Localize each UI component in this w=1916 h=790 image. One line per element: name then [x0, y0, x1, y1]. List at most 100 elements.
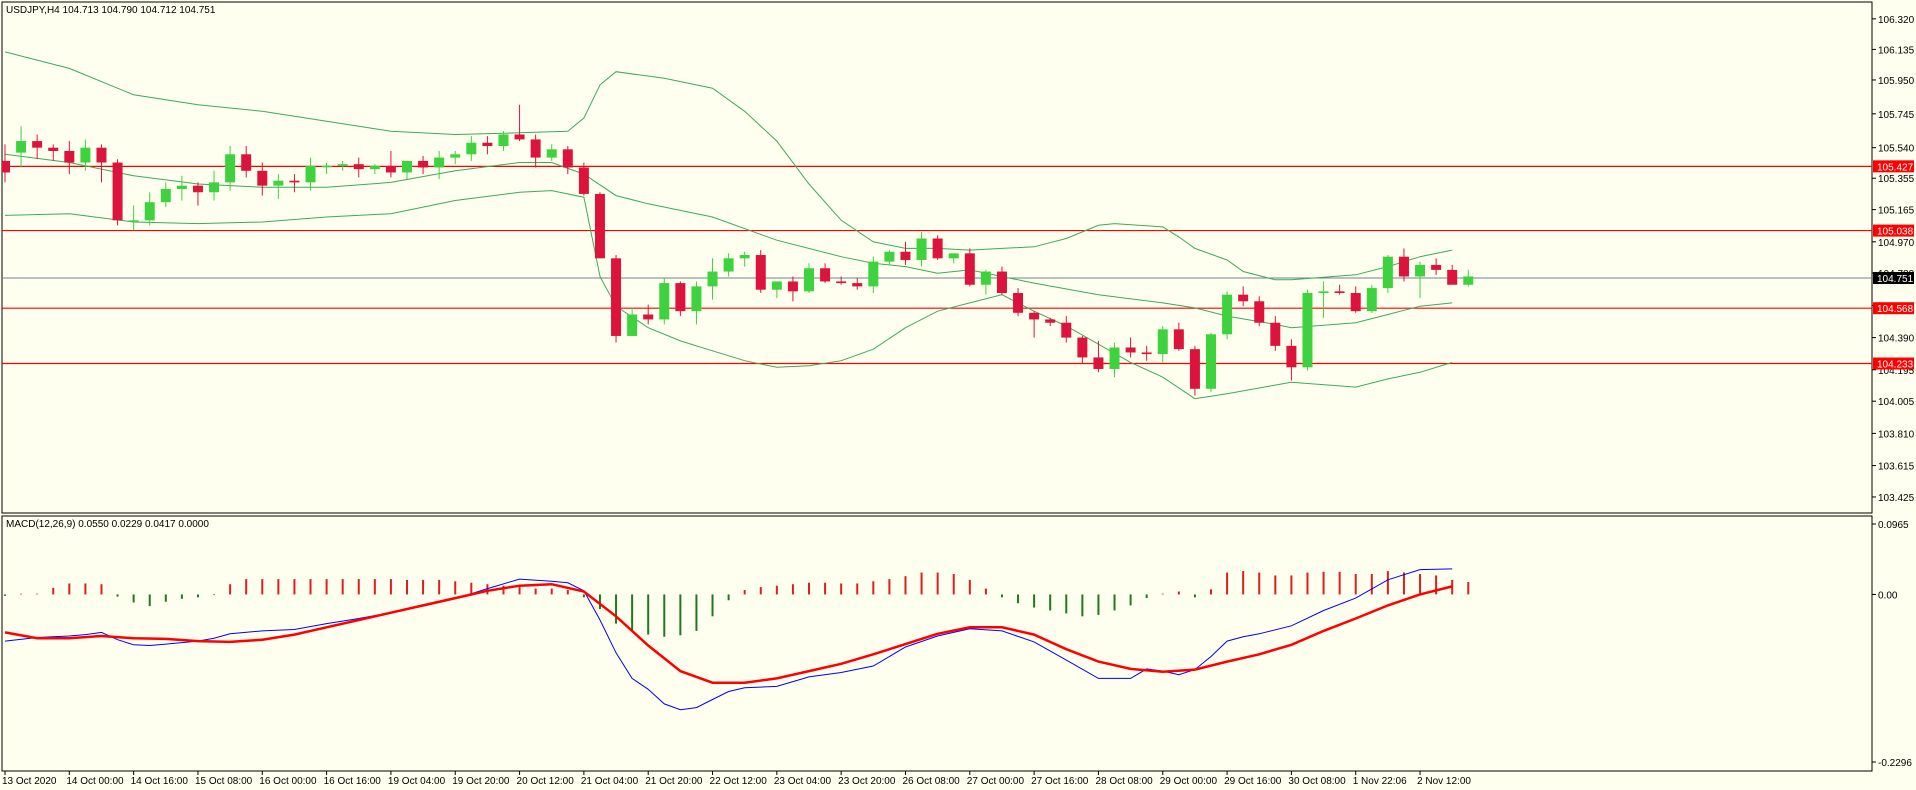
candle-bear [48, 147, 59, 151]
level-label-bg [1873, 160, 1914, 173]
candle-bull [305, 165, 316, 183]
candle-bear [594, 193, 605, 259]
price-tick-label: 105.355 [1878, 174, 1915, 185]
candle-bear [996, 271, 1007, 294]
candle-bull [916, 238, 927, 260]
candle-bull [771, 281, 782, 290]
level-label: 105.038 [1877, 227, 1914, 238]
price-tick-label: 105.165 [1878, 206, 1915, 217]
candle-bear [1013, 293, 1024, 313]
price-tick-label: 105.950 [1878, 76, 1915, 87]
candle-bear [900, 251, 911, 260]
level-label: 104.233 [1877, 360, 1914, 371]
candle-bull [546, 149, 557, 158]
candle-bull [691, 286, 702, 312]
candle-bull [1382, 256, 1393, 289]
candle-bear [514, 134, 525, 140]
macd-pane[interactable] [4, 568, 1470, 711]
candle-bull [80, 147, 91, 163]
time-tick-label: 29 Oct 16:00 [1224, 776, 1282, 787]
price-tick-label: 103.810 [1878, 429, 1915, 440]
price-tick-label: 106.135 [1878, 45, 1915, 56]
candle-bull [369, 165, 380, 170]
macd-header: MACD(12,26,9) 0.0550 0.0229 0.0417 0.000… [6, 519, 209, 530]
macd-axis[interactable]: 0.0965 0.00 -0.2296 [1872, 520, 1912, 769]
price-pane[interactable] [0, 51, 1872, 400]
time-tick-label: 14 Oct 16:00 [131, 776, 189, 787]
time-tick-label: 19 Oct 20:00 [452, 776, 510, 787]
candle-bear [1061, 322, 1072, 338]
time-tick-label: 20 Oct 12:00 [517, 776, 575, 787]
candle-bull [466, 142, 477, 155]
time-tick-label: 28 Oct 08:00 [1095, 776, 1153, 787]
macd-tick-label: -0.2296 [1878, 758, 1912, 769]
candle-bull [1222, 294, 1233, 335]
candle-bear [1045, 319, 1056, 323]
candle-bear [1029, 312, 1040, 320]
macd-pane-border [1, 515, 1873, 772]
candle-bear [1286, 345, 1297, 368]
candle-bull [884, 251, 895, 262]
candle-bear [112, 162, 123, 221]
time-tick-label: 27 Oct 16:00 [1031, 776, 1089, 787]
current-price-label-bg [1873, 271, 1914, 284]
candle-bear [1350, 293, 1361, 312]
time-tick-label: 22 Oct 12:00 [710, 776, 768, 787]
time-tick-label: 23 Oct 20:00 [838, 776, 896, 787]
candle-bear [1189, 349, 1200, 389]
candle-bull [160, 188, 171, 203]
candle-bear [820, 268, 831, 282]
price-axis[interactable]: 106.320 106.135 105.950 105.745 105.540 105.3… [1872, 15, 1915, 504]
time-tick-label: 14 Oct 00:00 [66, 776, 124, 787]
candle-bull [321, 165, 332, 168]
candle-bear [675, 283, 686, 312]
time-tick-label: 23 Oct 04:00 [774, 776, 832, 787]
candle-bull [273, 180, 284, 186]
candle-bull [1415, 264, 1426, 277]
candle-bull [980, 271, 991, 285]
price-tick-label: 104.195 [1878, 366, 1915, 377]
candle-bear [241, 154, 252, 171]
candle-bear [787, 281, 798, 292]
candle-bull [804, 268, 814, 292]
candle-bear [418, 160, 429, 168]
candle-bull [1366, 288, 1377, 312]
candle-bull [1463, 276, 1474, 285]
horizontal-levels [2, 165, 1872, 365]
time-tick-label: 15 Oct 08:00 [195, 776, 253, 787]
level-label-bg [1873, 224, 1914, 237]
price-tick-label: 104.005 [1878, 397, 1915, 408]
candle-bull [16, 141, 27, 153]
candle-bear [836, 281, 847, 284]
candle-bull [868, 261, 879, 287]
macd-lines [4, 568, 1453, 711]
time-axis[interactable]: 13 Oct 2020 14 Oct 00:00 14 Oct 16:00 15 Oc… [2, 771, 1471, 787]
price-tick-label: 103.615 [1878, 462, 1915, 473]
candle-bear [192, 185, 203, 193]
candle-bull [1157, 329, 1168, 355]
price-tick-label: 105.540 [1878, 144, 1915, 155]
time-tick-label: 19 Oct 04:00 [388, 776, 446, 787]
candle-bull [402, 160, 412, 173]
time-tick-label: 29 Oct 00:00 [1160, 776, 1218, 787]
candle-bear [257, 170, 268, 186]
candle-bear [1093, 357, 1104, 369]
candle-bear [611, 258, 622, 336]
candle-bull [176, 185, 187, 189]
candle-bear [1077, 337, 1088, 358]
time-tick-label: 21 Oct 04:00 [581, 776, 639, 787]
candle-bear [1254, 301, 1265, 323]
candle-bear [964, 253, 975, 285]
candle-bull [128, 220, 139, 222]
candle-bear [1431, 264, 1442, 270]
time-tick-label: 26 Oct 08:00 [902, 776, 960, 787]
candle-bull [948, 253, 959, 259]
candle-bull [498, 134, 509, 147]
candle-bull [1206, 334, 1216, 389]
candlesticks [2, 104, 1474, 396]
current-price-label: 104.751 [1877, 274, 1914, 285]
candle-bear [353, 164, 364, 170]
symbol-header: USDJPY,H4 104.713 104.790 104.712 104.75… [6, 5, 216, 16]
time-tick-label: 27 Oct 00:00 [967, 776, 1025, 787]
